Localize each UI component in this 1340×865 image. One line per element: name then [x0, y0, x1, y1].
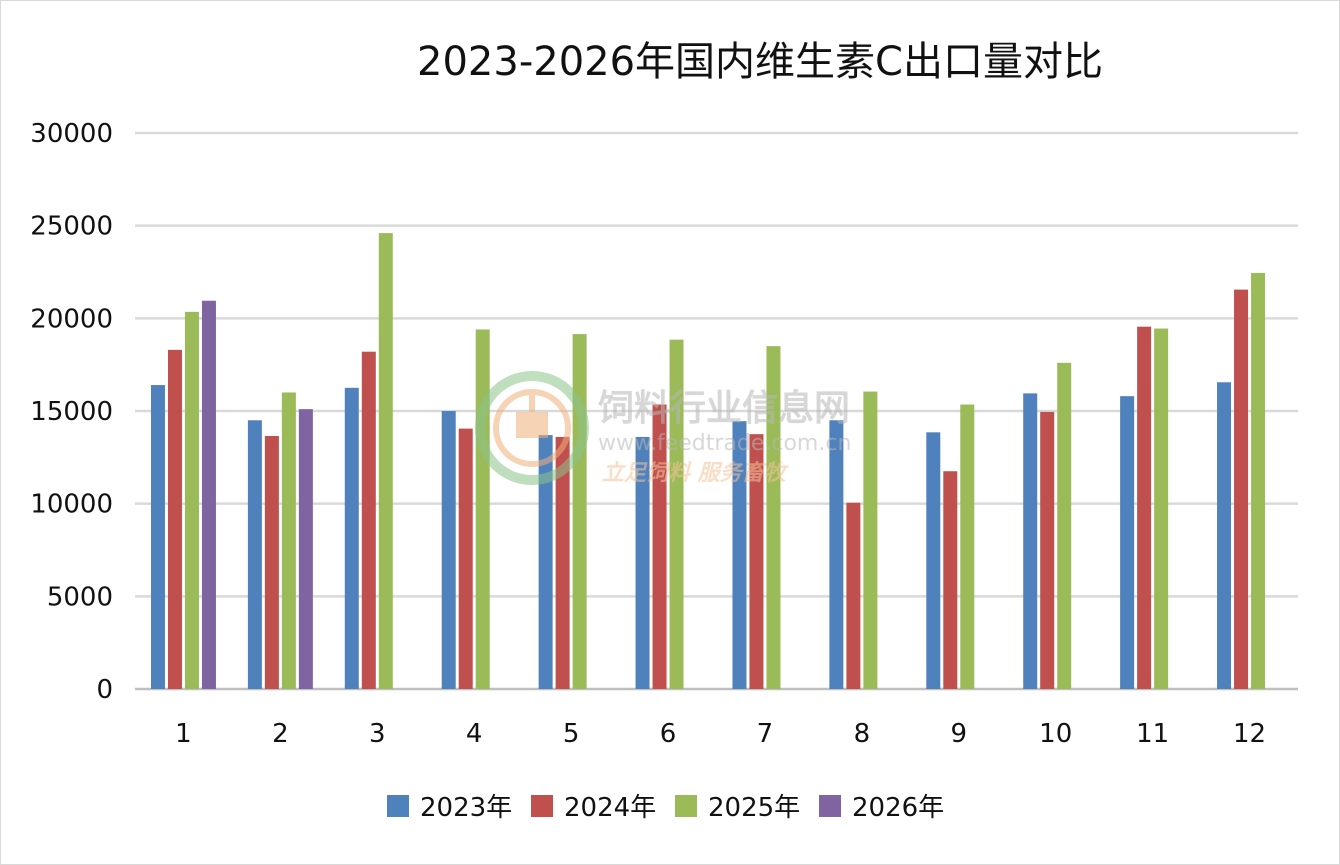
- bar-2025年-8: [863, 391, 878, 689]
- bar-2023年-10: [1023, 393, 1038, 689]
- bar-2024年-1: [167, 349, 182, 689]
- bar-2023年-11: [1120, 396, 1135, 689]
- bar-2023年-1: [150, 385, 165, 689]
- x-tick-label: 10: [1039, 719, 1072, 749]
- y-tick-label: 30000: [30, 119, 113, 149]
- y-tick-label: 10000: [30, 490, 113, 520]
- legend-swatch: [531, 795, 553, 817]
- x-tick-label: 8: [854, 719, 871, 749]
- y-tick-label: 5000: [47, 582, 113, 612]
- bar-2023年-9: [926, 432, 941, 689]
- gridlines: [135, 131, 1298, 691]
- bar-2024年-9: [943, 471, 958, 689]
- bar-2026年-2: [298, 409, 313, 689]
- x-tick-label: 12: [1233, 719, 1266, 749]
- watermark-logo-icon: [475, 371, 589, 485]
- bar-2023年-12: [1217, 382, 1232, 689]
- x-tick-label: 1: [175, 719, 192, 749]
- x-tick-label: 2: [272, 719, 289, 749]
- bar-2023年-3: [344, 387, 359, 689]
- bar-2025年-10: [1057, 362, 1072, 689]
- watermark-slogan: 立足饲料 服务畜牧: [602, 460, 790, 486]
- x-tick-label: 7: [757, 719, 774, 749]
- x-tick-label: 6: [660, 719, 677, 749]
- bar-2023年-7: [732, 421, 747, 689]
- bar-2024年-7: [749, 434, 764, 689]
- x-tick-label: 3: [369, 719, 386, 749]
- y-axis-ticks: 0 5000 10000 15000 20000 25000 30000: [30, 119, 113, 705]
- bar-2024年-6: [652, 404, 667, 689]
- chart-title: 2023-2026年国内维生素C出口量对比: [417, 39, 1103, 85]
- bar-2023年-5: [538, 435, 553, 689]
- bar-2025年-5: [572, 334, 587, 689]
- legend-label: 2026年: [852, 793, 944, 823]
- bar-2024年-5: [555, 436, 570, 689]
- bars: [150, 233, 1266, 689]
- bar-2025年-11: [1154, 328, 1169, 689]
- x-tick-label: 4: [466, 719, 483, 749]
- legend-label: 2023年: [420, 793, 512, 823]
- bar-2025年-9: [960, 404, 975, 689]
- y-tick-label: 20000: [30, 304, 113, 334]
- bar-2023年-4: [441, 411, 456, 689]
- bar-2025年-3: [378, 233, 393, 689]
- bar-2025年-6: [669, 339, 684, 689]
- bar-2025年-7: [766, 346, 781, 689]
- bar-2025年-4: [475, 329, 490, 689]
- x-tick-label: 9: [951, 719, 968, 749]
- x-axis-ticks: 1 2 3 4 5 6 7 8 9 10 11 12: [175, 719, 1266, 749]
- bar-2023年-2: [247, 420, 262, 689]
- bar-2024年-4: [458, 428, 473, 689]
- x-tick-label: 5: [563, 719, 580, 749]
- legend-swatch: [675, 795, 697, 817]
- bar-2024年-11: [1137, 326, 1152, 689]
- y-tick-label: 0: [96, 675, 113, 705]
- bar-2024年-8: [846, 502, 861, 689]
- bar-2023年-6: [635, 436, 650, 689]
- x-tick-label: 11: [1136, 719, 1169, 749]
- legend-swatch: [387, 795, 409, 817]
- bar-2024年-12: [1234, 289, 1249, 689]
- legend-label: 2025年: [708, 793, 800, 823]
- bar-2025年-2: [281, 392, 296, 689]
- y-tick-label: 15000: [30, 397, 113, 427]
- watermark-url: www.feedtrade.com.cn: [598, 431, 851, 456]
- bar-2025年-12: [1251, 272, 1266, 689]
- watermark-title: 饲料行业信息网: [598, 388, 850, 429]
- legend-label: 2024年: [564, 793, 656, 823]
- bar-2026年-1: [201, 300, 216, 689]
- legend-swatch: [819, 795, 841, 817]
- bar-2025年-1: [184, 311, 199, 689]
- bar-2024年-3: [361, 351, 376, 689]
- y-tick-label: 25000: [30, 212, 113, 242]
- legend: 2023年 2024年 2025年 2026年: [387, 793, 944, 823]
- bar-2023年-8: [829, 420, 844, 689]
- bar-2024年-10: [1040, 411, 1055, 689]
- bar-2024年-2: [264, 436, 279, 689]
- watermark: 饲料行业信息网 www.feedtrade.com.cn 立足饲料 服务畜牧: [475, 371, 851, 486]
